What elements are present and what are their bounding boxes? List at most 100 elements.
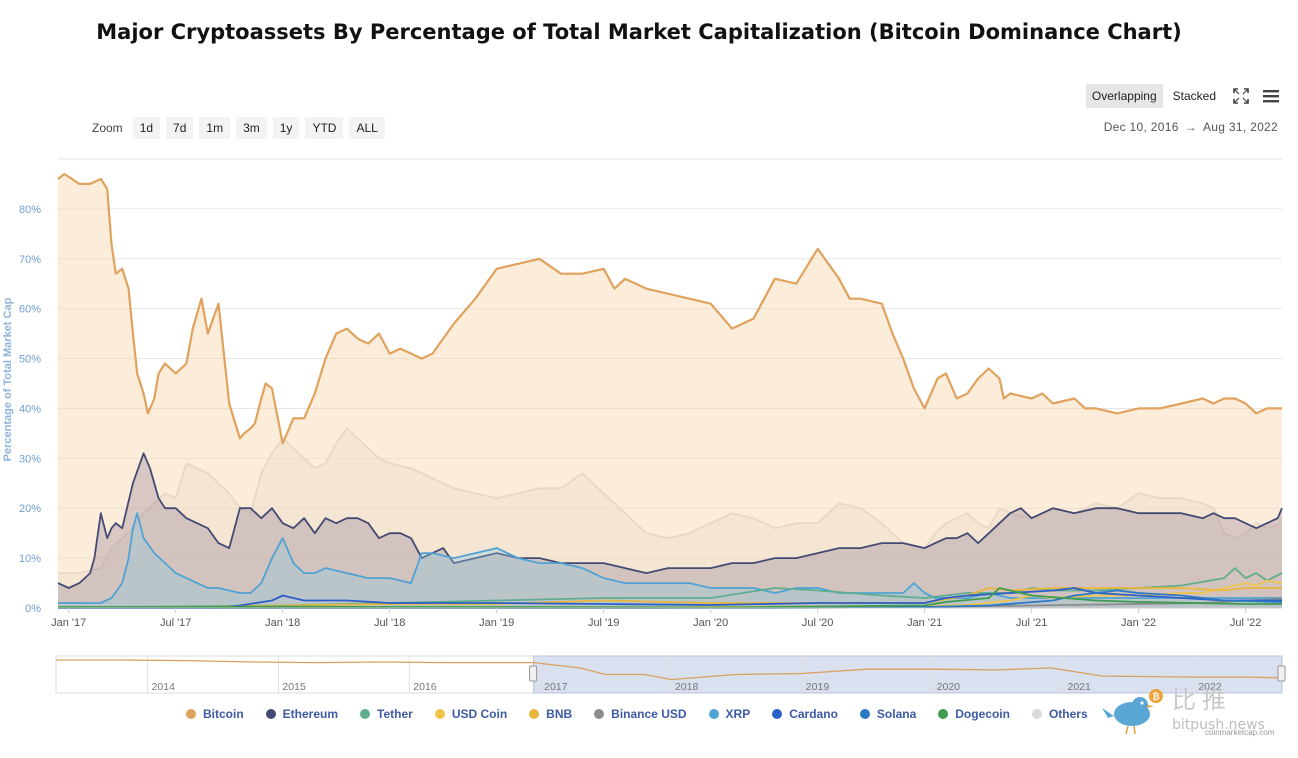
legend-dot [434,709,445,719]
series-area-others [58,428,1282,608]
legend-item-ethereum[interactable]: Ethereum [265,707,339,721]
series-line-ethereum [57,452,1283,589]
x-tick-label: Jul '20 [802,617,833,629]
navigator-tick-label: 2022 [1198,681,1222,693]
x-tick-label: Jan '22 [1121,617,1156,629]
zoom-ytd-button[interactable]: YTD [305,117,344,139]
legend-dot [859,709,870,719]
zoom-1y-button[interactable]: 1y [272,117,300,139]
legend-label: Tether [377,707,413,721]
legend-label: Binance USD [611,707,687,721]
legend-dot [708,709,719,719]
x-tick-label: Jan '17 [51,617,86,629]
y-tick-label: 0% [25,603,41,615]
y-tick-label: 80% [19,204,41,216]
navigator-tick-label: 2017 [544,681,568,693]
legend-label: Others [1048,707,1088,721]
coin-symbol: ₿ [1152,692,1159,703]
chart-area[interactable]: 0% 10% 20% 30% 40% 50% 60% 70% 80% Percentage of … [0,0,1298,700]
x-tick-label: Jul '18 [374,617,405,629]
legend-dot [1031,709,1042,719]
legend-dot [360,709,371,719]
stacked-button[interactable]: Stacked [1166,84,1222,108]
navigator-tick-label: 2020 [937,681,961,693]
menu-icon[interactable] [1260,85,1282,107]
series-line-tether [57,567,1283,609]
zoom-1d-button[interactable]: 1d [132,117,161,139]
legend-dot [594,709,605,719]
series-area-xrp [58,513,1282,608]
legend-dot [186,709,196,719]
watermark-en: bitpush.news [1172,717,1265,733]
legend-label: Ethereum [282,707,339,721]
chart-title: Major Cryptoassets By Percentage of Tota… [96,20,1182,44]
legend-item-others[interactable]: Others [1031,707,1088,721]
legend-item-tether[interactable]: Tether [360,707,413,721]
legend-dot [265,709,276,719]
navigator-handle[interactable] [1277,665,1286,682]
navigator-tick-label: 2015 [282,681,306,693]
navigator-handle[interactable] [529,665,538,682]
zoom-7d-button[interactable]: 7d [166,117,194,139]
zoom-1m-button[interactable]: 1m [199,117,231,139]
legend-dot [772,709,783,719]
navigator-series-line [56,659,1283,681]
zoom-label: Zoom [92,121,123,135]
legend-item-cardano[interactable]: Cardano [772,707,838,721]
y-tick-label: 40% [19,403,41,415]
zoom-3m-button[interactable]: 3m [236,117,267,139]
legend-item-solana[interactable]: Solana [859,707,917,721]
series-area-bitcoin [58,174,1282,608]
navigator-tick-label: 2014 [152,681,176,693]
y-tick-label: 20% [19,503,41,515]
watermark-cn: 比推 [1172,686,1232,714]
legend-item-dogecoin[interactable]: Dogecoin [938,707,1010,721]
range-arrow: → [1184,120,1197,134]
bird-logo-icon: ₿ [1102,689,1163,735]
x-tick-label: Jan '19 [479,617,514,629]
legend-dot [938,709,949,719]
legend-label: XRP [725,707,751,721]
legend-label: USD Coin [451,707,508,721]
legend-label: Cardano [789,707,838,721]
series-line-dogecoin [58,587,1282,609]
y-tick-label: 50% [19,354,41,366]
range-start[interactable]: Dec 10, 2016 [1103,120,1179,134]
legend-item-binance-usd[interactable]: Binance USD [594,707,687,721]
x-tick-label: Jul '22 [1230,617,1261,629]
series-area-ethereum [58,453,1282,608]
x-tick-label: Jan '21 [907,617,942,629]
navigator-selection [533,655,1283,694]
x-tick-label: Jul '17 [160,617,191,629]
zoom-all-button[interactable]: ALL [349,117,385,139]
legend-label: BNB [546,707,573,721]
legend-item-bnb[interactable]: BNB [529,707,572,721]
fullscreen-icon[interactable] [1230,85,1252,107]
y-tick-label: 70% [19,254,41,266]
y-axis-title: Percentage of Total Market Cap [2,297,14,461]
overlapping-button[interactable]: Overlapping [1085,84,1163,108]
watermark: ₿ 比推 bitpush.news [1102,688,1265,736]
y-tick-label: 60% [19,304,41,316]
legend-item-usd-coin[interactable]: USD Coin [434,707,508,721]
date-range: Dec 10, 2016 → Aug 31, 2022 [1104,120,1278,134]
range-end[interactable]: Aug 31, 2022 [1203,120,1278,134]
legend-label: Solana [876,707,917,721]
source-credit: coinmarketcap.com [1205,728,1275,737]
mode-bar: Overlapping Stacked [1085,84,1282,108]
legend-item-xrp[interactable]: XRP [708,707,751,721]
x-tick-label: Jan '18 [265,617,300,629]
legend-item-bitcoin[interactable]: Bitcoin [186,707,244,721]
navigator-tick-label: 2021 [1067,681,1091,693]
x-tick-label: Jan '20 [693,617,728,629]
navigator-tick-label: 2019 [806,681,830,693]
y-tick-label: 10% [19,553,41,565]
legend: Bitcoin Ethereum Tether USD Coin BNB Bin… [186,707,1088,721]
y-tick-label: 30% [19,453,41,465]
series-line-cardano [58,587,1282,609]
series-line-bnb [57,587,1282,609]
series-line-bitcoin [57,172,1282,445]
navigator-tick-label: 2018 [675,681,699,693]
x-tick-label: Jul '21 [1016,617,1047,629]
legend-label: Dogecoin [955,707,1010,721]
